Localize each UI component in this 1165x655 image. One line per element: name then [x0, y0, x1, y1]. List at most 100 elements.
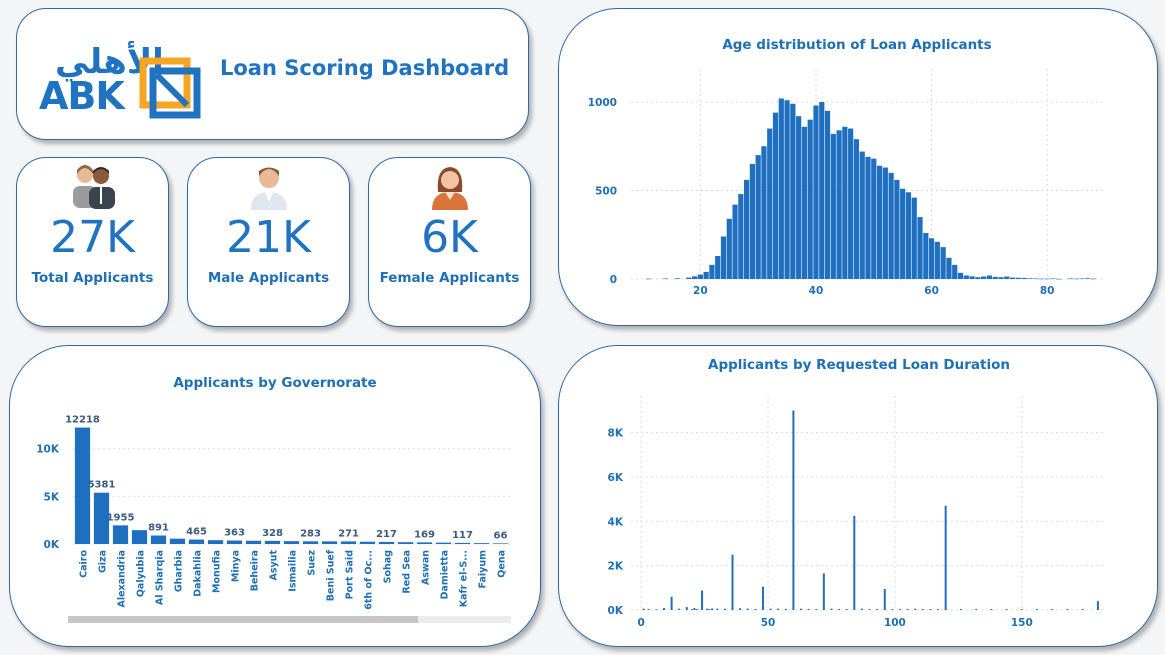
- gov-bar[interactable]: [207, 540, 224, 544]
- age-bar[interactable]: [819, 102, 825, 279]
- dur-bar[interactable]: [929, 609, 932, 610]
- dur-bar[interactable]: [1005, 609, 1008, 610]
- dur-bar[interactable]: [642, 608, 645, 610]
- gov-bar[interactable]: [454, 542, 471, 544]
- age-bar[interactable]: [663, 278, 669, 280]
- dur-bar[interactable]: [792, 410, 795, 610]
- age-bar[interactable]: [1004, 276, 1010, 279]
- gov-bar[interactable]: [93, 492, 110, 544]
- age-bar[interactable]: [813, 105, 819, 279]
- age-bar[interactable]: [986, 275, 992, 279]
- age-bar[interactable]: [1090, 278, 1097, 280]
- age-bar[interactable]: [674, 278, 680, 279]
- age-bar[interactable]: [703, 271, 709, 279]
- age-bar[interactable]: [1056, 278, 1062, 280]
- dur-bar[interactable]: [815, 609, 818, 610]
- dur-bar[interactable]: [944, 505, 947, 610]
- dur-bar[interactable]: [706, 608, 709, 610]
- dur-bar[interactable]: [731, 554, 734, 610]
- dur-bar[interactable]: [906, 609, 909, 610]
- age-bar[interactable]: [1021, 277, 1027, 279]
- dur-bar[interactable]: [807, 608, 810, 610]
- age-bar[interactable]: [1073, 278, 1079, 280]
- age-bar[interactable]: [917, 217, 923, 279]
- dur-bar[interactable]: [746, 608, 749, 610]
- dur-bar[interactable]: [777, 608, 780, 610]
- gov-bar[interactable]: [321, 541, 338, 544]
- age-bar[interactable]: [871, 158, 877, 279]
- dur-bar[interactable]: [655, 609, 658, 611]
- dur-bar[interactable]: [1066, 609, 1069, 610]
- age-bar[interactable]: [744, 179, 750, 279]
- age-bar[interactable]: [975, 277, 981, 279]
- gov-bar[interactable]: [302, 541, 319, 544]
- age-bar[interactable]: [801, 126, 808, 279]
- gov-bar[interactable]: [131, 530, 148, 544]
- age-bar[interactable]: [934, 241, 940, 279]
- age-bar[interactable]: [923, 232, 929, 279]
- dur-bar[interactable]: [876, 609, 879, 610]
- age-bar[interactable]: [715, 255, 721, 279]
- age-bar[interactable]: [824, 110, 831, 280]
- dur-bar[interactable]: [975, 609, 978, 610]
- dur-bar[interactable]: [708, 609, 711, 610]
- gov-bar[interactable]: [435, 542, 452, 544]
- age-bar[interactable]: [796, 116, 802, 279]
- age-bar[interactable]: [911, 197, 917, 279]
- gov-bar[interactable]: [226, 540, 243, 544]
- age-bar[interactable]: [940, 247, 946, 279]
- age-bar[interactable]: [928, 238, 935, 279]
- dur-bar[interactable]: [1020, 609, 1023, 610]
- dur-bar[interactable]: [990, 609, 993, 610]
- age-bar[interactable]: [946, 257, 952, 279]
- dur-bar[interactable]: [1081, 609, 1084, 610]
- dur-bar[interactable]: [647, 609, 650, 610]
- gov-bar[interactable]: [74, 427, 91, 544]
- age-bar[interactable]: [732, 204, 738, 279]
- dur-bar[interactable]: [761, 586, 764, 610]
- age-bar[interactable]: [853, 139, 860, 279]
- age-bar[interactable]: [836, 130, 842, 279]
- dur-bar[interactable]: [1051, 609, 1054, 610]
- age-bar[interactable]: [778, 98, 784, 279]
- age-bar[interactable]: [848, 128, 854, 279]
- dur-bar[interactable]: [891, 609, 894, 610]
- age-bar[interactable]: [709, 264, 715, 279]
- age-bar[interactable]: [1027, 278, 1033, 279]
- gov-bar[interactable]: [150, 535, 167, 544]
- age-bar[interactable]: [697, 274, 703, 279]
- dur-bar[interactable]: [1096, 601, 1099, 610]
- dur-bar[interactable]: [716, 608, 719, 610]
- gov-bar[interactable]: [264, 540, 281, 544]
- gov-bar[interactable]: [340, 541, 357, 544]
- gov-bar[interactable]: [359, 541, 376, 544]
- dur-bar[interactable]: [685, 607, 688, 610]
- dur-bar[interactable]: [723, 608, 726, 610]
- age-bar[interactable]: [1015, 277, 1021, 279]
- age-bar[interactable]: [992, 276, 998, 279]
- age-bar[interactable]: [1033, 278, 1039, 280]
- gov-bar[interactable]: [397, 542, 414, 544]
- dur-bar[interactable]: [670, 596, 673, 610]
- dur-bar[interactable]: [1036, 609, 1039, 610]
- dur-bar[interactable]: [769, 608, 772, 610]
- dur-bar[interactable]: [701, 590, 704, 610]
- age-bar[interactable]: [859, 151, 865, 279]
- dur-bar[interactable]: [678, 608, 681, 610]
- dur-bar[interactable]: [921, 609, 924, 610]
- gov-bar[interactable]: [188, 539, 205, 544]
- age-bar[interactable]: [755, 155, 761, 279]
- dur-bar[interactable]: [914, 608, 917, 610]
- dur-bar[interactable]: [937, 609, 940, 610]
- gov-bar[interactable]: [473, 543, 490, 544]
- age-bar[interactable]: [784, 100, 790, 279]
- age-bar[interactable]: [969, 276, 975, 279]
- age-bar[interactable]: [963, 275, 969, 279]
- age-bar[interactable]: [998, 277, 1004, 279]
- age-bar[interactable]: [1009, 277, 1016, 279]
- age-bar[interactable]: [720, 236, 727, 279]
- age-bar[interactable]: [894, 179, 900, 279]
- gov-bar[interactable]: [416, 542, 433, 544]
- dur-bar[interactable]: [853, 515, 856, 610]
- dur-bar[interactable]: [830, 608, 833, 610]
